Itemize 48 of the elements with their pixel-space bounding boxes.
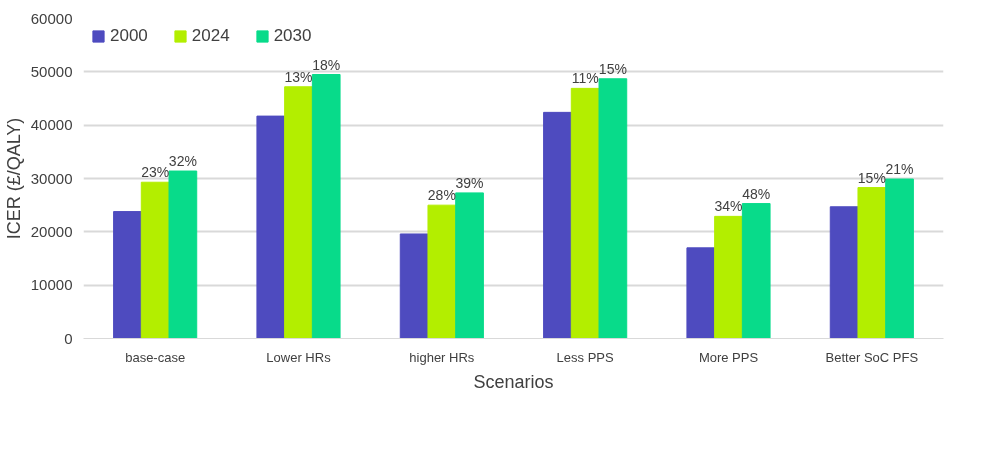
x-tick-label: Less PPS [556,349,615,365]
legend-label: 2030 [273,26,312,46]
bar [570,87,600,339]
annotation: 21% [885,161,914,178]
x-axis-title: Scenarios [473,371,554,392]
x-tick-label: Lower HRs [266,349,332,365]
bar [427,204,457,339]
bar [543,111,572,339]
annotation: 32% [168,153,197,170]
y-axis-title: ICER (£/QALY) [3,117,24,240]
bar [168,170,198,339]
annotation: 48% [742,185,771,202]
x-tick-label: higher HRs [409,349,475,365]
bar [598,78,628,339]
y-tick-label: 60000 [30,9,73,27]
annotation: 18% [312,56,341,73]
annotation: 28% [427,187,456,204]
bar [714,215,743,339]
y-tick-label: 0 [64,329,73,347]
bar [311,74,341,339]
annotation: 15% [857,169,886,186]
bar [885,178,914,339]
bar [741,203,771,339]
annotation: 34% [714,198,743,215]
y-tick-label: 50000 [30,62,73,80]
y-tick-label: 20000 [30,222,73,240]
bar [284,86,313,339]
x-tick-label: Better SoC PFS [825,349,919,365]
y-tick-label: 10000 [30,276,73,294]
x-tick-label: More PPS [698,349,759,365]
bar [686,247,716,339]
bar [140,181,170,339]
x-tick-label: base-case [125,349,186,365]
annotation: 13% [284,68,313,85]
bar [455,192,484,339]
bar [399,233,429,339]
y-tick-label: 30000 [30,169,73,187]
bar [857,187,887,339]
bar [256,115,286,339]
annotation: 15% [598,60,627,77]
legend-label: 2000 [110,26,148,46]
bar [113,211,142,339]
bar [829,206,859,339]
annotation: 11% [571,70,599,87]
annotation: 23% [141,164,170,181]
y-tick-label: 40000 [30,116,73,134]
annotation: 39% [455,174,484,191]
legend-label: 2024 [191,26,230,46]
